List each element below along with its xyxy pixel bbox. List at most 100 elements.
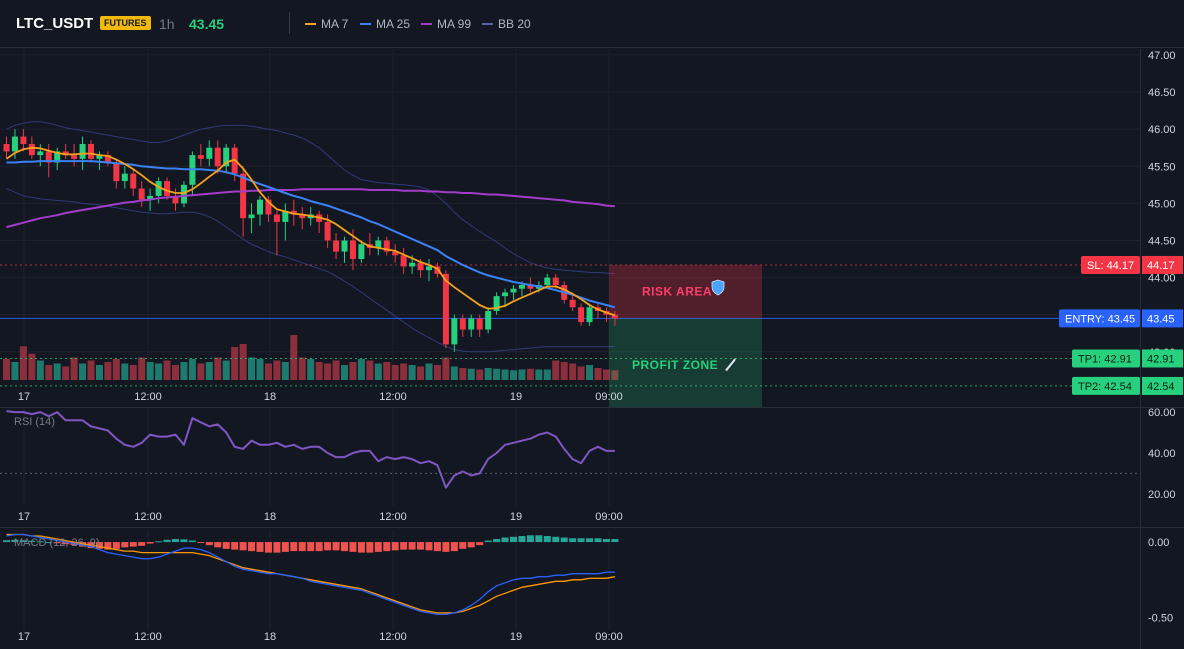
candle-body[interactable] bbox=[544, 277, 551, 286]
candle-body[interactable] bbox=[299, 214, 306, 219]
level-tag-sl[interactable] bbox=[1081, 255, 1140, 274]
candle-body[interactable] bbox=[527, 285, 534, 289]
legend-bb20[interactable]: BB 20 bbox=[482, 17, 531, 31]
candle-body[interactable] bbox=[79, 143, 86, 159]
candle-body[interactable] bbox=[37, 151, 44, 156]
volume-bar bbox=[467, 368, 475, 380]
candle-body[interactable] bbox=[476, 318, 483, 330]
candle-body[interactable] bbox=[578, 307, 585, 323]
candle-body[interactable] bbox=[3, 143, 10, 152]
candle-body[interactable] bbox=[493, 296, 500, 311]
candle-body[interactable] bbox=[206, 147, 213, 159]
candle-body[interactable] bbox=[214, 147, 221, 167]
candle-body[interactable] bbox=[130, 173, 137, 189]
volume-bar bbox=[19, 346, 27, 380]
volume-bar bbox=[222, 360, 230, 380]
futures-badge: FUTURES bbox=[100, 16, 151, 30]
volume-bar bbox=[112, 359, 120, 380]
level-tag-tp1[interactable] bbox=[1072, 349, 1140, 368]
level-tag-tp2[interactable] bbox=[1072, 376, 1140, 395]
candle-body[interactable] bbox=[273, 214, 280, 222]
candle-body[interactable] bbox=[104, 155, 111, 163]
candle-body[interactable] bbox=[358, 244, 365, 260]
candle-body[interactable] bbox=[164, 181, 171, 196]
volume-bar bbox=[70, 357, 78, 380]
candle-body[interactable] bbox=[586, 307, 593, 323]
volume-bar bbox=[62, 366, 70, 380]
candle-body[interactable] bbox=[426, 266, 432, 271]
volume-bar bbox=[569, 363, 577, 380]
candle-body[interactable] bbox=[611, 314, 618, 319]
candle-body[interactable] bbox=[45, 151, 52, 163]
candle-body[interactable] bbox=[459, 318, 466, 330]
time-axis-tick: 12:00 bbox=[379, 631, 407, 643]
volume-bar bbox=[535, 369, 543, 380]
candle-body[interactable] bbox=[552, 277, 559, 286]
candle-body[interactable] bbox=[155, 181, 162, 196]
candle-body[interactable] bbox=[417, 262, 424, 271]
candle-body[interactable] bbox=[172, 195, 179, 204]
candle-body[interactable] bbox=[54, 151, 61, 163]
candle-body[interactable] bbox=[20, 136, 27, 144]
candle-body[interactable] bbox=[62, 151, 69, 156]
rsi-axis-tick: 60.00 bbox=[1148, 407, 1176, 419]
candle-body[interactable] bbox=[510, 288, 517, 293]
candle-body[interactable] bbox=[96, 155, 103, 159]
candle-body[interactable] bbox=[333, 240, 340, 252]
volume-bar bbox=[501, 369, 509, 380]
legend-ma99[interactable]: MA 99 bbox=[421, 17, 471, 31]
volume-bar bbox=[476, 369, 484, 380]
candle-body[interactable] bbox=[392, 251, 399, 256]
price-axis-tick: 45.00 bbox=[1148, 198, 1176, 210]
candle-body[interactable] bbox=[383, 240, 390, 252]
candle-body[interactable] bbox=[28, 143, 35, 156]
macd-histogram-bar bbox=[112, 542, 120, 549]
candle-body[interactable] bbox=[180, 184, 187, 204]
candle-body[interactable] bbox=[290, 210, 297, 215]
candle-body[interactable] bbox=[400, 255, 407, 267]
volume-bar bbox=[433, 365, 441, 380]
candle-body[interactable] bbox=[121, 173, 128, 182]
level-tag-text: TP1: 42.91 bbox=[1078, 353, 1132, 365]
time-axis-tick: 09:00 bbox=[595, 511, 623, 523]
candle-body[interactable] bbox=[282, 210, 289, 222]
macd-histogram-bar bbox=[332, 542, 340, 551]
candle-body[interactable] bbox=[11, 136, 18, 152]
candle-body[interactable] bbox=[257, 199, 263, 215]
candle-body[interactable] bbox=[485, 310, 492, 330]
candle-body[interactable] bbox=[113, 162, 120, 182]
candle-body[interactable] bbox=[569, 299, 576, 308]
macd-line bbox=[6, 533, 615, 616]
candle-body[interactable] bbox=[451, 318, 458, 345]
candle-body[interactable] bbox=[341, 240, 348, 252]
candle-body[interactable] bbox=[468, 318, 475, 330]
candle-body[interactable] bbox=[147, 195, 154, 200]
legend-ma25[interactable]: MA 25 bbox=[360, 17, 410, 31]
candle-body[interactable] bbox=[375, 240, 382, 248]
volume-bar bbox=[417, 366, 425, 380]
macd-histogram-bar bbox=[172, 539, 179, 543]
candle-body[interactable] bbox=[71, 155, 78, 159]
candle-body[interactable] bbox=[442, 273, 449, 345]
candle-body[interactable] bbox=[324, 221, 331, 241]
symbol-title[interactable]: LTC_USDT bbox=[16, 15, 94, 32]
candle-body[interactable] bbox=[502, 292, 509, 297]
volume-bar bbox=[484, 368, 492, 380]
candle-body[interactable] bbox=[409, 262, 416, 267]
macd-histogram-bar bbox=[518, 536, 526, 543]
legend-ma7[interactable]: MA 7 bbox=[305, 17, 348, 31]
candle-body[interactable] bbox=[138, 188, 145, 200]
candle-body[interactable] bbox=[265, 199, 272, 215]
timeframe-selector[interactable]: 1h bbox=[159, 16, 175, 32]
candle-body[interactable] bbox=[197, 155, 204, 159]
candle-body[interactable] bbox=[240, 173, 247, 219]
candle-body[interactable] bbox=[349, 240, 356, 260]
candle-body[interactable] bbox=[88, 143, 94, 159]
candle-body[interactable] bbox=[223, 147, 230, 167]
candle-body[interactable] bbox=[248, 214, 255, 219]
candle-body[interactable] bbox=[518, 285, 525, 289]
macd-histogram-bar bbox=[214, 542, 222, 548]
level-tag-entry[interactable] bbox=[1059, 309, 1140, 328]
volume-bar bbox=[87, 360, 95, 380]
